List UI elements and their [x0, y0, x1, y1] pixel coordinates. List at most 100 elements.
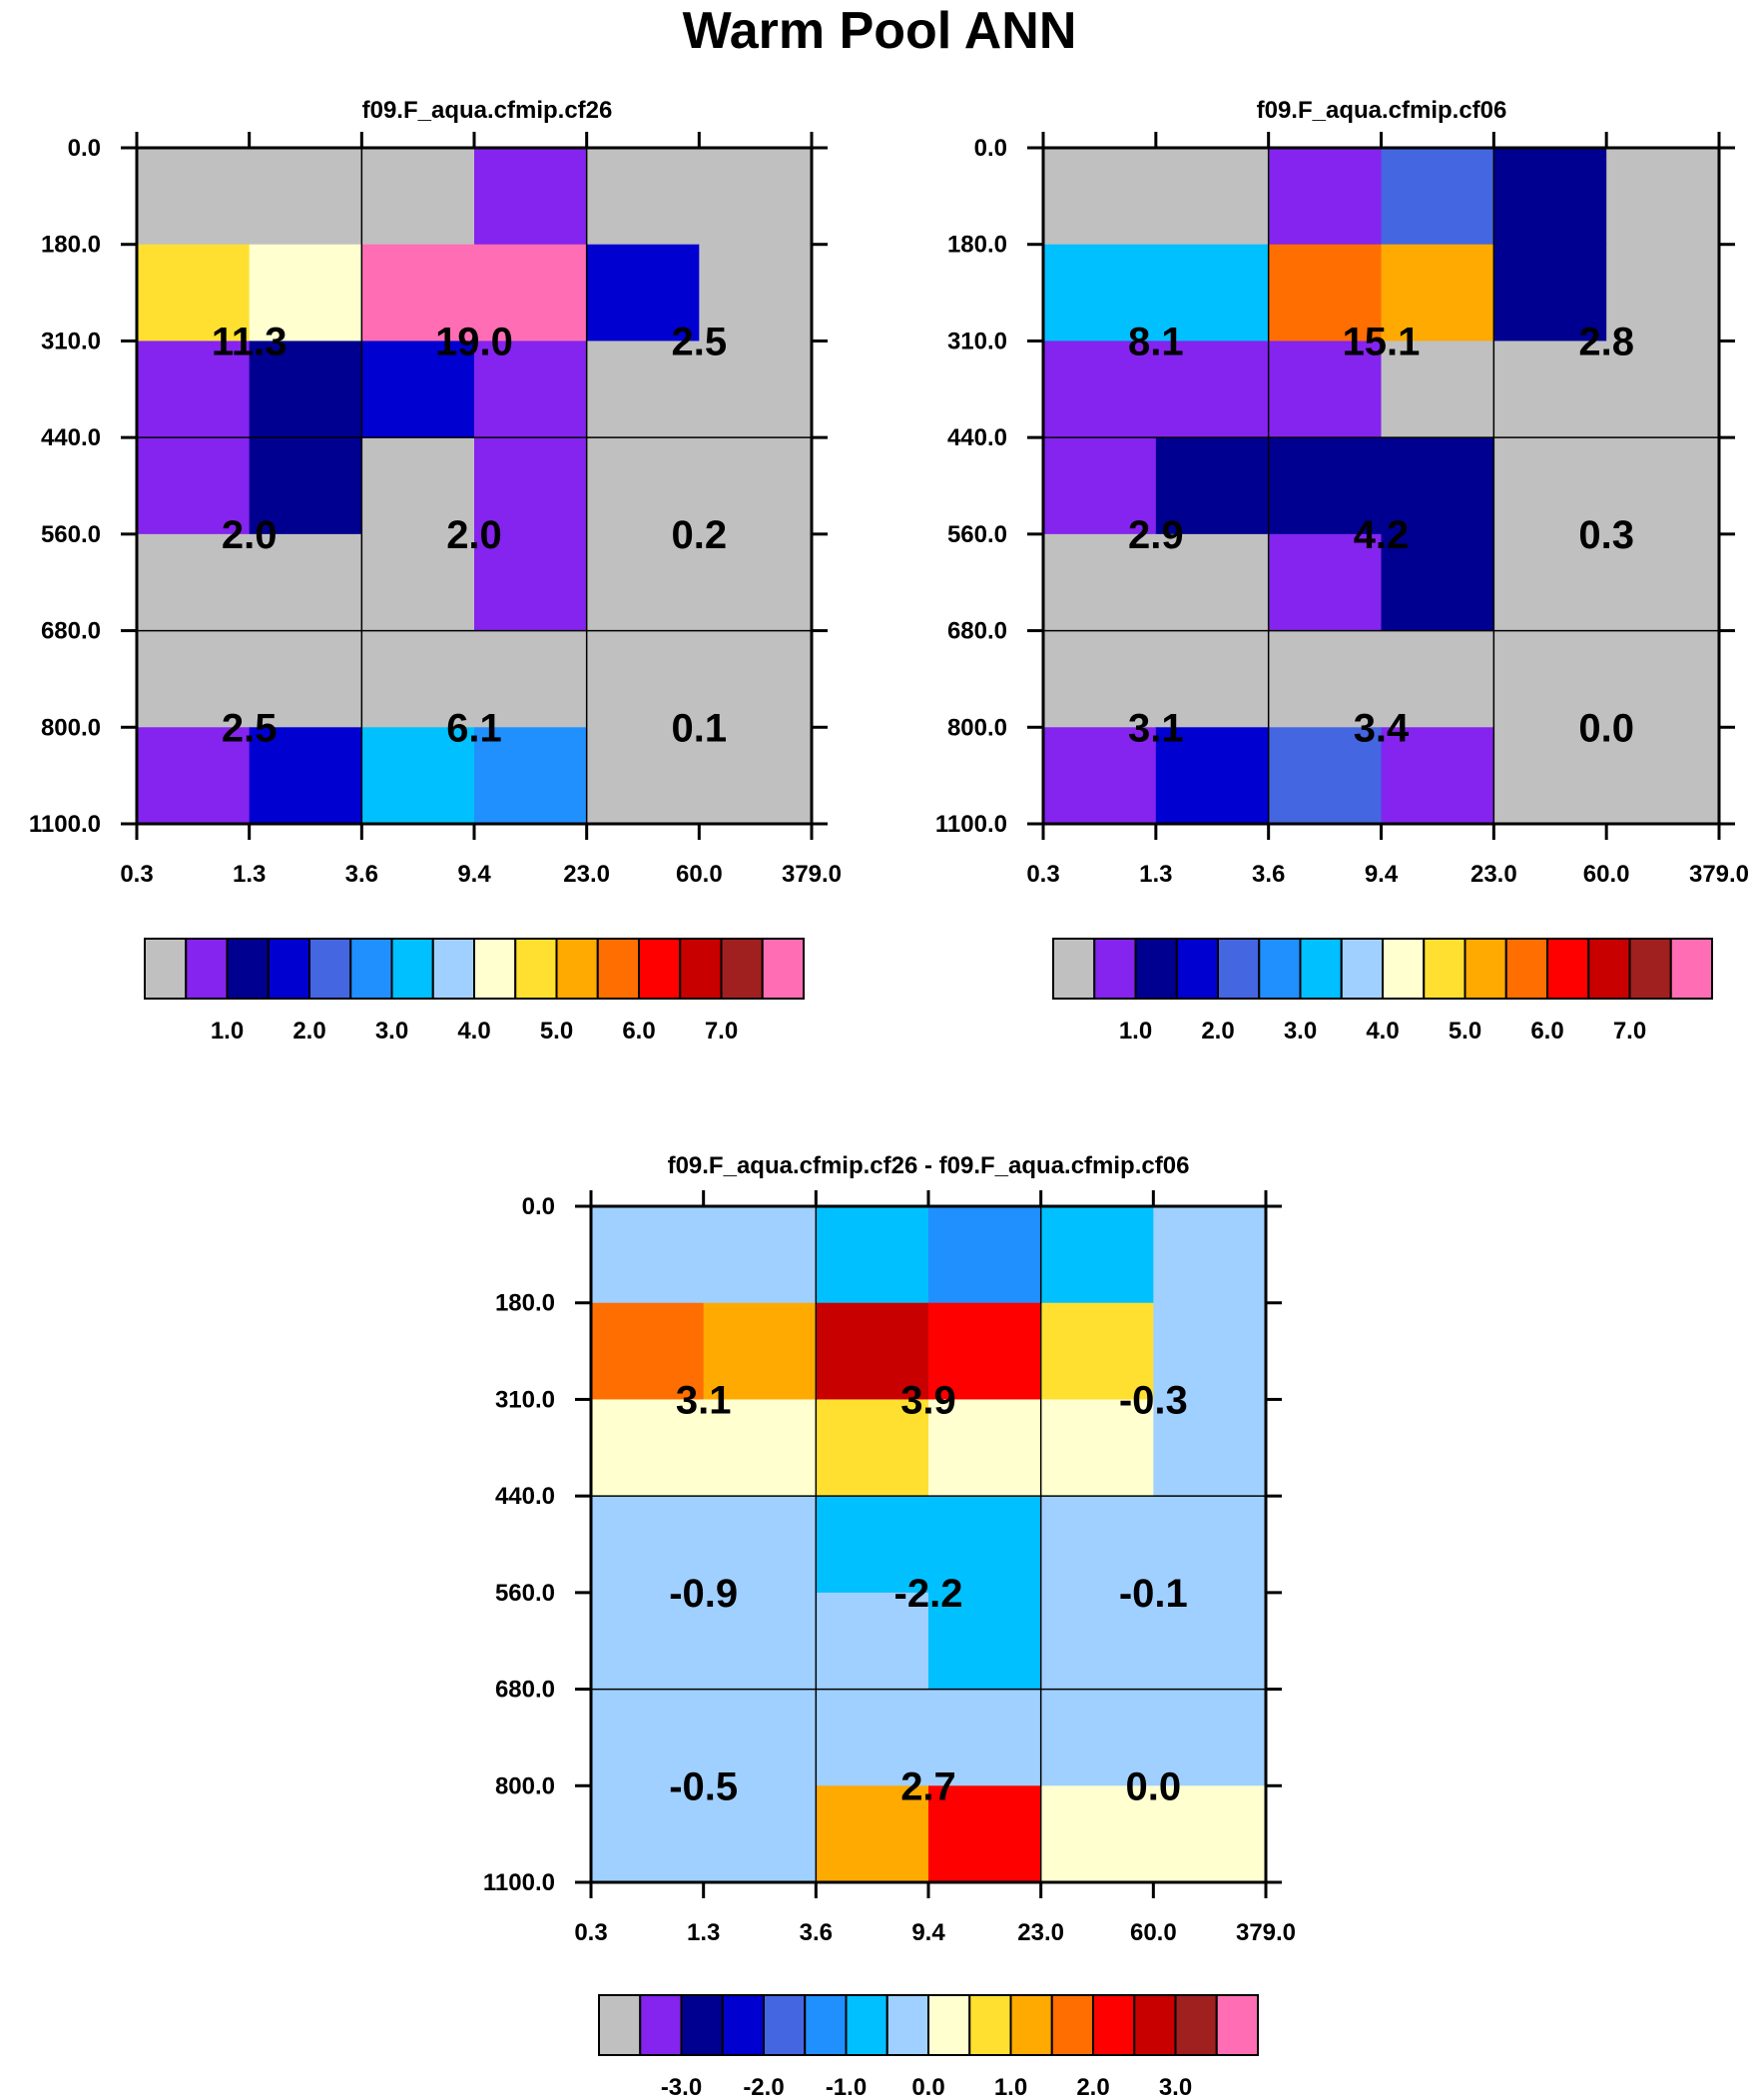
heatmap-cell	[1381, 437, 1494, 535]
heatmap-cell	[1043, 727, 1157, 825]
heatmap-cell	[361, 437, 475, 535]
heatmap-cell	[137, 630, 251, 728]
heatmap-cell	[1155, 244, 1270, 343]
heatmap-cell	[1606, 341, 1720, 438]
colorbar-label: 3.0	[375, 1018, 408, 1045]
colorbar-label: 7.0	[705, 1018, 738, 1045]
colorbar-swatch	[680, 1994, 724, 2056]
heatmap-cell	[699, 148, 813, 246]
colorbar-cf26: 1.0 2.0 3.0 4.0 5.0 6.0 7.0	[144, 938, 805, 1045]
colorbar-swatch	[1423, 938, 1467, 1000]
y-tick-label: 310.0	[41, 328, 101, 354]
colorbar-swatch	[1009, 1994, 1053, 2056]
colorbar-swatch	[1669, 938, 1713, 1000]
colorbar-label: 4.0	[1366, 1018, 1399, 1045]
heatmap-cell	[1381, 630, 1494, 728]
heatmap-cell	[928, 1302, 1042, 1401]
heatmap-cell	[361, 148, 475, 246]
heatmap-cell	[249, 244, 362, 343]
heatmap-cell	[474, 148, 588, 246]
heatmap-cell	[1043, 437, 1157, 535]
colorbar-swatch	[1340, 938, 1384, 1000]
colorbar-difference: -3.0 -2.0 -1.0 0.0 1.0 2.0 3.0	[598, 1994, 1259, 2100]
colorbar-swatch	[226, 938, 270, 1000]
heatmap-cell	[1155, 630, 1270, 728]
heatmap-cell	[816, 1399, 929, 1497]
heatmap-cell	[1606, 727, 1720, 825]
y-tick-label: 440.0	[41, 424, 101, 451]
heatmap-cell	[1381, 244, 1494, 343]
panel-cf26: f09.F_aqua.cfmip.cf26 0.0 180.0 310.0 440.0…	[29, 97, 842, 888]
heatmap-cell	[703, 1496, 817, 1594]
heatmap-cell	[1043, 630, 1157, 728]
heatmap-cell	[1153, 1592, 1267, 1691]
colorbar-swatch	[763, 1994, 807, 2056]
heatmap-cell	[137, 148, 251, 246]
colorbar-swatch	[185, 938, 229, 1000]
colorbar-label: 3.0	[1159, 2074, 1192, 2100]
heatmap-cell	[474, 341, 588, 438]
heatmap-cell	[1268, 727, 1383, 825]
colorbar-swatch	[431, 938, 475, 1000]
colorbar-swatch	[1464, 938, 1507, 1000]
colorbar-swatch	[598, 1994, 642, 2056]
x-tick-label: 3.6	[345, 861, 378, 888]
block-value-label: 0.1	[672, 706, 728, 750]
heatmap-cell	[1040, 1785, 1154, 1883]
x-tick-label: 0.3	[1026, 861, 1059, 888]
y-tick-label: 800.0	[41, 714, 101, 741]
heatmap-cell	[249, 148, 362, 246]
colorbar-swatch	[267, 938, 310, 1000]
x-tick-label: 1.3	[233, 861, 266, 888]
colorbar-swatch	[1134, 938, 1178, 1000]
block-value-label: 2.9	[1128, 513, 1184, 557]
colorbar-label: 2.0	[1076, 2074, 1109, 2100]
heatmap-cell	[703, 1399, 817, 1497]
y-tick-label: 680.0	[947, 618, 1007, 645]
heatmap-cell	[699, 533, 813, 632]
heatmap-cell	[586, 437, 700, 535]
block-value-label: 4.2	[1354, 513, 1410, 557]
colorbar-swatch	[349, 938, 393, 1000]
x-tick-label: 60.0	[1583, 861, 1630, 888]
colorbar-swatch	[1258, 938, 1302, 1000]
x-tick-label: 23.0	[1017, 1919, 1064, 1946]
panel-title: f09.F_aqua.cfmip.cf26 - f09.F_aqua.cfmip…	[668, 1152, 1190, 1179]
colorbar-swatch	[1174, 1994, 1218, 2056]
heatmap-cell	[1040, 1689, 1154, 1786]
colorbar-swatch	[555, 938, 599, 1000]
heatmap-cell	[1153, 1206, 1267, 1304]
block-value-label: -0.9	[669, 1572, 738, 1616]
colorbar-label: 6.0	[622, 1018, 655, 1045]
heatmap-cell	[591, 1399, 705, 1497]
colorbar-swatch	[514, 938, 558, 1000]
x-tick-label: 0.3	[574, 1919, 607, 1946]
y-tick-label: 680.0	[41, 618, 101, 645]
block-value-label: 8.1	[1128, 320, 1184, 363]
colorbar-swatch	[1217, 938, 1261, 1000]
heatmap-cell	[1606, 437, 1720, 535]
heatmap-cell	[249, 533, 362, 632]
block-value-label: 19.0	[435, 320, 513, 363]
y-tick-label: 800.0	[495, 1772, 555, 1799]
heatmap-cell	[591, 1592, 705, 1691]
heatmap-cell	[591, 1302, 705, 1401]
x-tick-label: 1.3	[687, 1919, 720, 1946]
heatmap-cell	[699, 244, 813, 343]
heatmap-cell	[1153, 1689, 1267, 1786]
y-tick-label: 1100.0	[935, 811, 1007, 838]
block-value-label: -0.1	[1119, 1572, 1188, 1616]
heatmap-cell	[1043, 244, 1157, 343]
y-tick-label: 180.0	[41, 232, 101, 259]
colorbar-label: 7.0	[1613, 1018, 1646, 1045]
heatmap-cell	[1155, 727, 1270, 825]
y-tick-label: 680.0	[495, 1677, 555, 1704]
colorbar-swatch	[1504, 938, 1548, 1000]
heatmap-cell	[816, 1689, 929, 1786]
heatmap-cell	[703, 1206, 817, 1304]
heatmap-cell	[1043, 533, 1157, 632]
heatmap-cell	[1268, 630, 1383, 728]
x-tick-label: 3.6	[1252, 861, 1285, 888]
heatmap-cell	[1155, 533, 1270, 632]
colorbar-swatch	[927, 1994, 971, 2056]
